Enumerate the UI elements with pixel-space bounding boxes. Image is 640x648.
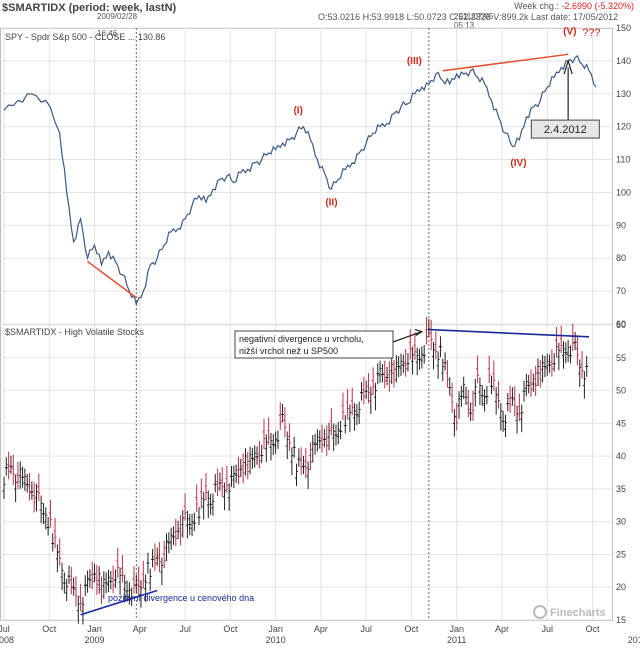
watermark-text: Finecharts <box>550 607 606 619</box>
idx-y-tick: 35 <box>616 484 626 494</box>
x-tick-label: Jul <box>179 624 191 634</box>
spy-panel-frame <box>0 28 613 325</box>
wave-question-marks: ??? <box>582 27 600 39</box>
annotations: (I) (II) (III) (IV) (V) ??? 2.4.2012 negativní … <box>80 27 606 619</box>
last-date-value: 17/05/2012 <box>573 12 619 22</box>
cursor-right-time: 05:13 <box>454 21 475 30</box>
spy-y-tick: 150 <box>616 23 631 33</box>
idx-y-tick: 45 <box>616 418 626 428</box>
week-chg-pct: (-5.320%) <box>594 1 634 11</box>
volume-value: 899.2k <box>501 12 529 22</box>
spy-y-tick: 70 <box>616 286 626 296</box>
spy-y-tick: 120 <box>616 122 631 132</box>
date-arrow-head <box>563 58 573 75</box>
chart-title: $SMARTIDX (period: week, lastN) <box>2 2 176 14</box>
wave-label-iii: (III) <box>407 56 422 67</box>
date-box <box>530 119 600 139</box>
idx-y-tick: 30 <box>616 517 626 527</box>
cursor-right-date: 2011/07/05 <box>454 12 494 21</box>
neg-divergence-text-2: nižší vrchol než u SP500 <box>239 346 338 356</box>
x-tick-label: Apr <box>314 624 328 634</box>
x-tick-label: Jul <box>360 624 372 634</box>
cursor-left-time: 16:46 <box>97 29 118 38</box>
x-tick-label: Oct <box>42 624 57 634</box>
spy-series <box>3 54 597 307</box>
neg-divergence-box <box>234 330 394 359</box>
low-value: 50.0723 <box>414 12 447 22</box>
wave-label-iv: (IV) <box>510 158 526 169</box>
high-value: 53.9918 <box>371 12 405 22</box>
watermark-logo-icon <box>533 605 547 619</box>
x-tick-label: Apr <box>133 624 147 634</box>
idx-top-divergence-line <box>428 328 590 338</box>
week-change: Week chg.: -2.6990 (-5.320%) <box>514 1 634 11</box>
neg-divergence-text-1: negativní divergence u vrcholu, <box>239 334 364 344</box>
spy-y-tick: 90 <box>616 220 626 230</box>
wave-label-i: (I) <box>293 106 302 117</box>
x-year-label: 2011 <box>447 635 466 645</box>
neg-divergence-arrow <box>392 330 423 343</box>
spy-panel-title: SPY - Spdr S&p 500 - CLOSE ... 130.86 <box>5 32 165 42</box>
x-tick-label: Apr <box>495 624 509 634</box>
smartidx-series <box>2 316 589 625</box>
symbol-label: $SMARTIDX <box>2 2 66 14</box>
x-tick-label: Oct <box>223 624 238 634</box>
x-tick-label: Jan <box>268 624 283 634</box>
period-label: (period: week, lastN) <box>68 2 177 14</box>
spy-top-divergence-line <box>442 53 569 72</box>
grid <box>0 27 612 621</box>
spy-bottom-divergence-line <box>87 260 137 299</box>
idx-y-tick: 20 <box>616 582 626 592</box>
pos-divergence-text: pozitivní divergence u cenového dna <box>108 593 254 603</box>
x-year-label: 2012 <box>628 635 640 645</box>
ohlc-readout: O:53.0216 H:53.9918 L:50.0723 C:52.2326 … <box>318 12 618 22</box>
wave-label-v: (V) <box>563 27 576 38</box>
date-box-text: 2.4.2012 <box>544 124 587 136</box>
idx-y-tick: 50 <box>616 386 626 396</box>
x-tick-label: Jul <box>541 624 553 634</box>
spy-y-tick: 140 <box>616 56 631 66</box>
cursor-date-left: 2009/02/28 16:46 <box>97 12 137 38</box>
x-tick-label: Jan <box>87 624 102 634</box>
x-year-label: 2008 <box>0 635 14 645</box>
idx-y-tick: 40 <box>616 451 626 461</box>
spy-y-tick: 60 <box>616 319 626 329</box>
idx-bottom-divergence-line <box>80 589 158 616</box>
spy-y-tick: 80 <box>616 253 626 263</box>
open-value: 53.0216 <box>327 12 361 22</box>
spy-y-tick: 130 <box>616 89 631 99</box>
wave-label-ii: (II) <box>325 198 337 209</box>
open-label: O: <box>318 12 328 22</box>
low-label: L: <box>406 12 415 22</box>
idx-y-tick: 15 <box>616 615 626 625</box>
x-tick-label: Oct <box>586 624 601 634</box>
week-chg-value: -2.6990 <box>561 1 592 11</box>
cursor-date-right: 2011/07/05 05:13 <box>454 12 493 30</box>
x-year-label: 2010 <box>266 635 286 645</box>
spy-y-tick: 100 <box>616 187 631 197</box>
idx-y-tick: 60 <box>616 320 626 330</box>
cursor-left-date: 2009/02/28 <box>97 12 138 21</box>
close-value: 52.2326 <box>458 12 491 22</box>
idx-y-tick: 55 <box>616 353 626 363</box>
volume-label: V: <box>493 12 502 22</box>
smartidx-panel-title: $SMARTIDX - High Volatile Stocks <box>5 327 144 337</box>
x-year-label: 2009 <box>85 635 105 645</box>
idx-y-tick: 25 <box>616 549 626 559</box>
x-tick-label: Jul <box>0 624 10 634</box>
high-label: H: <box>362 12 372 22</box>
close-label: C: <box>449 12 459 22</box>
neg-divergence-arrow-head <box>414 328 424 337</box>
x-tick-label: Oct <box>404 624 419 634</box>
axes: Jul Oct Jan Apr Jul Oct Jan Apr Jul Oct Jan Apr Jul O… <box>0 23 640 645</box>
week-chg-label: Week chg.: <box>514 1 559 11</box>
spy-close-line <box>3 54 597 307</box>
spy-y-tick: 110 <box>616 155 630 165</box>
x-tick-label: Jan <box>449 624 464 634</box>
last-date-label: Last date: <box>531 12 571 22</box>
